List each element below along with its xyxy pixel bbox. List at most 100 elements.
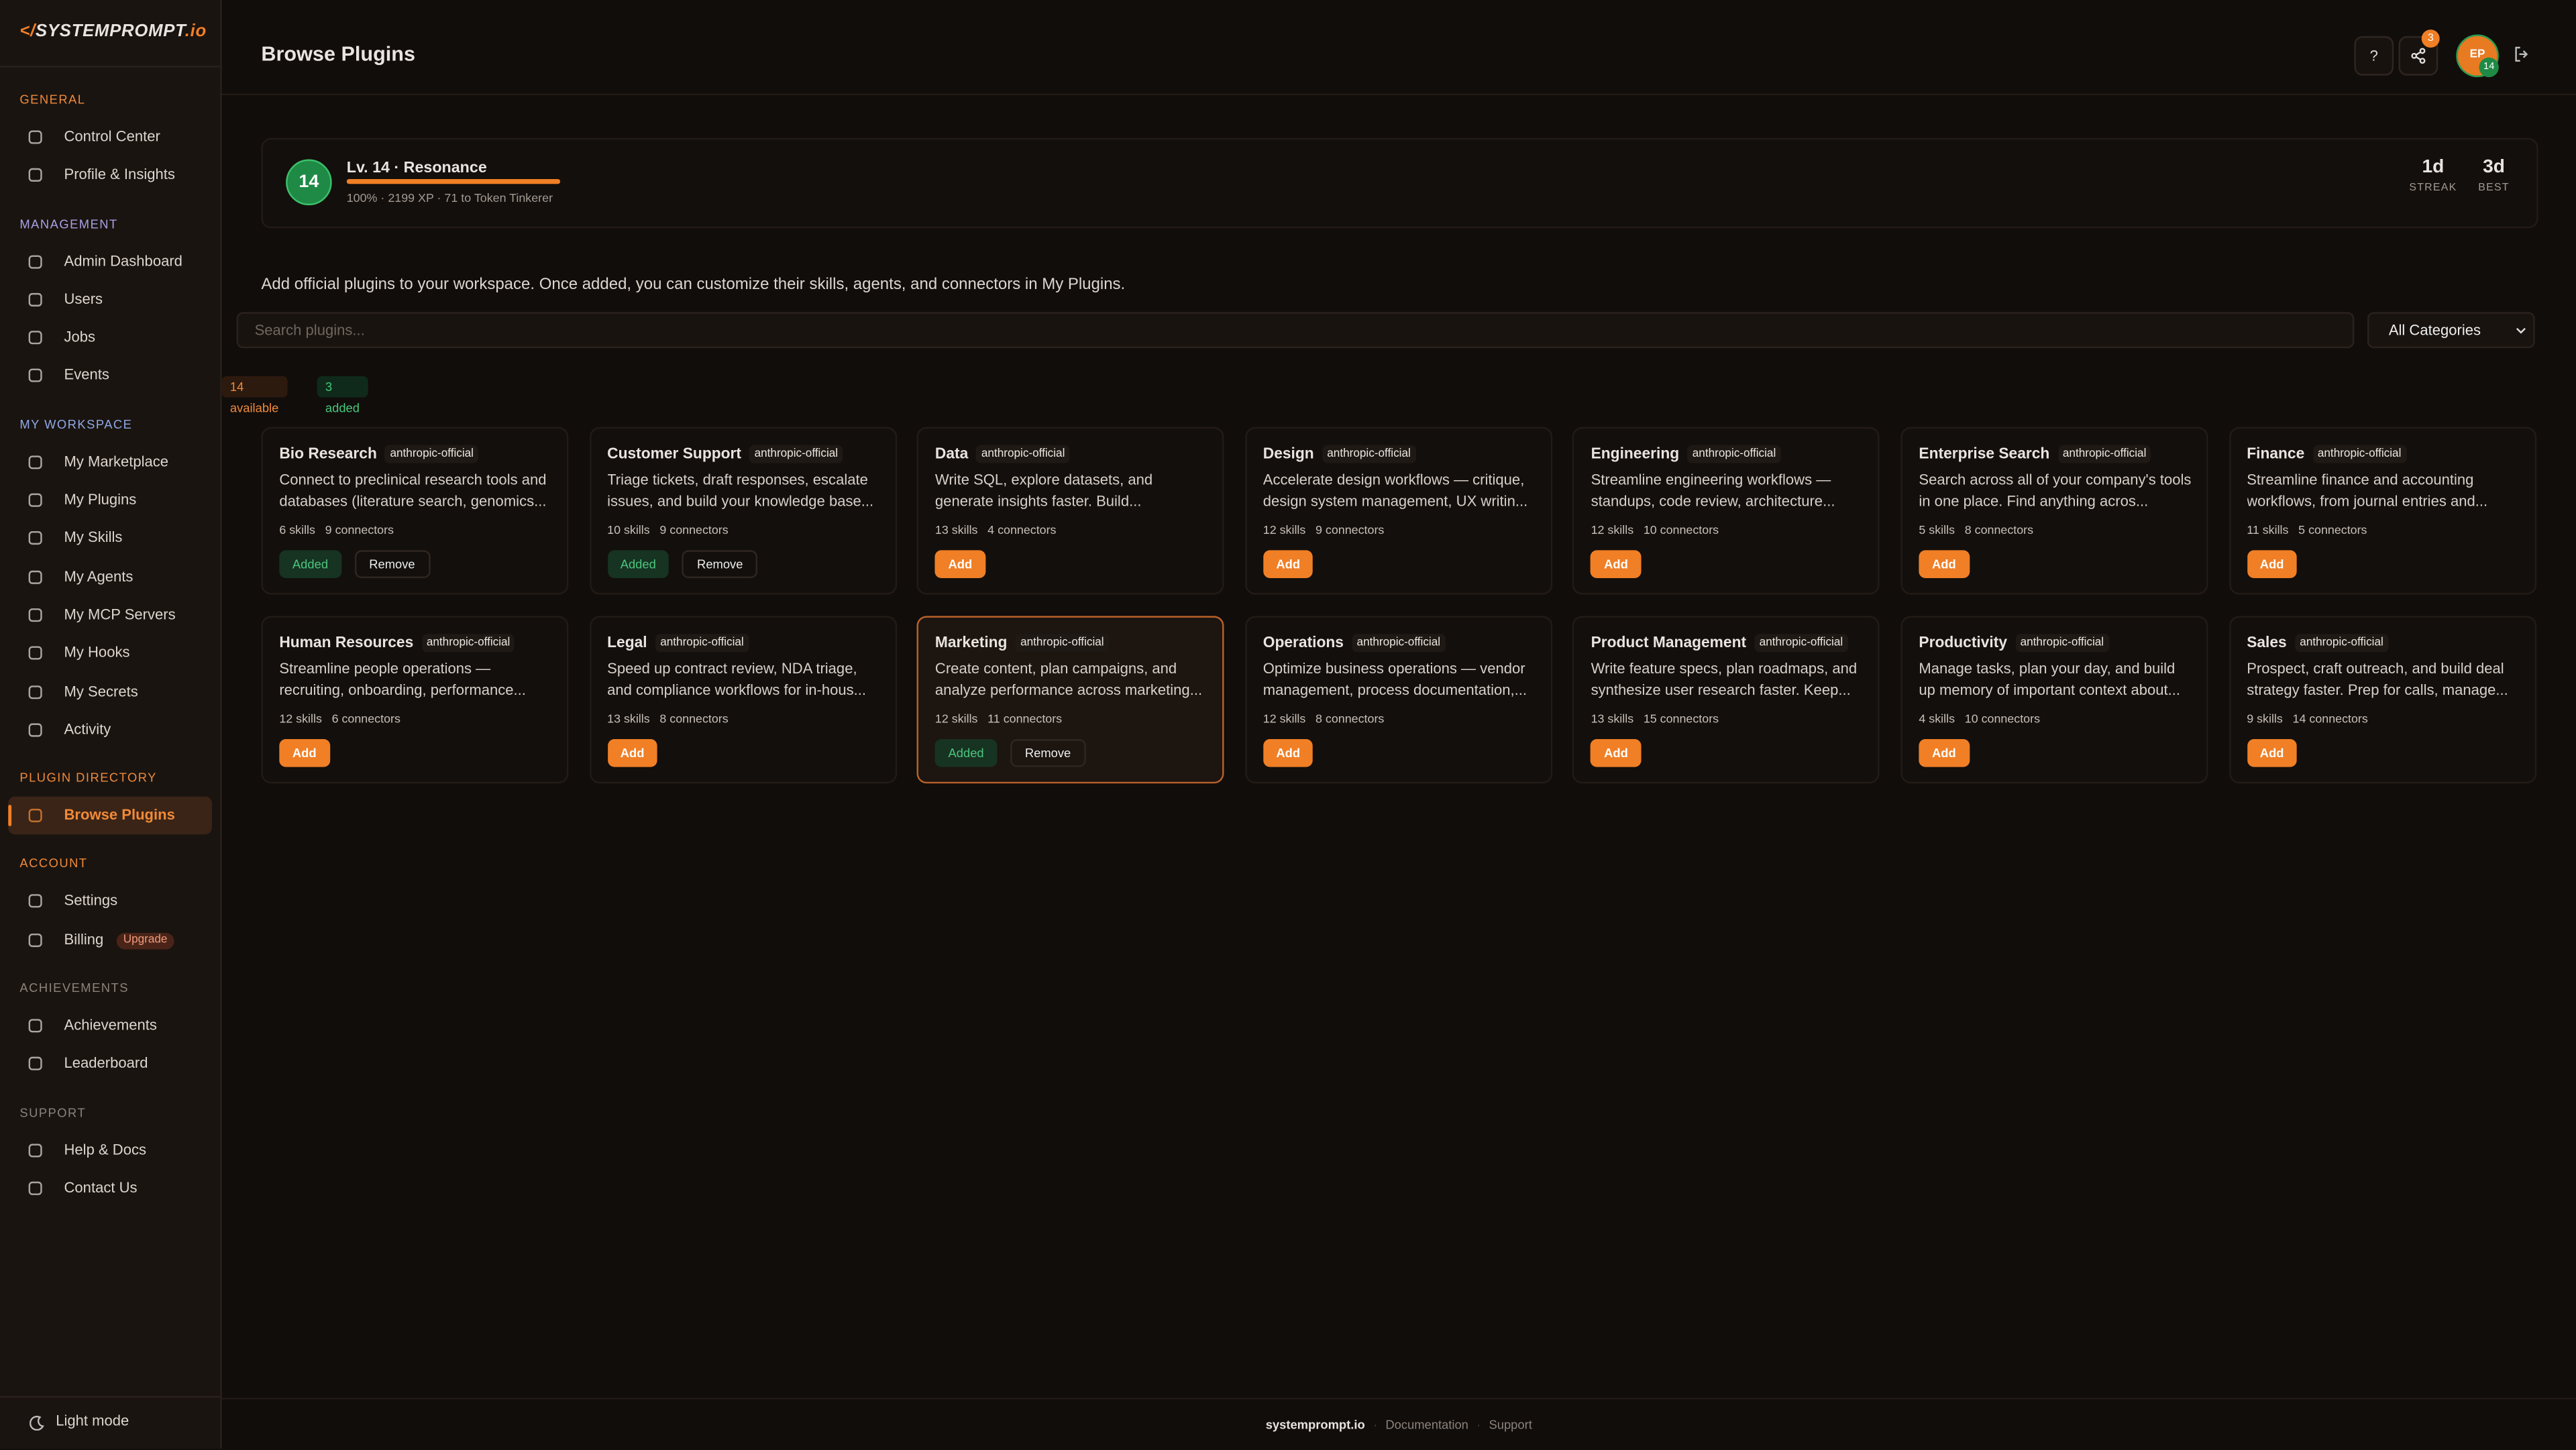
plugin-title: Bio Research anthropic-official xyxy=(279,445,479,463)
added-button[interactable]: Added xyxy=(607,550,669,579)
skills-count: 10 skills xyxy=(607,522,650,537)
logo-suffix: .io xyxy=(184,21,207,42)
remove-button[interactable]: Remove xyxy=(354,550,430,579)
publisher-tag: anthropic-official xyxy=(1352,634,1446,653)
nav-item[interactable]: Control Center xyxy=(8,118,212,156)
add-button[interactable]: Add xyxy=(2247,739,2298,767)
publisher-tag: anthropic-official xyxy=(976,445,1070,463)
add-button[interactable]: Add xyxy=(1591,739,1642,767)
level-badge: 14 xyxy=(286,159,332,206)
plugin-title: Human Resources anthropic-official xyxy=(279,634,515,653)
add-button[interactable]: Add xyxy=(1263,739,1313,767)
plugin-card: Marketing anthropic-official Create conten… xyxy=(916,616,1224,784)
publisher-tag: anthropic-official xyxy=(2294,634,2389,653)
nav-item[interactable]: My Agents xyxy=(8,558,212,596)
nav-label: Help & Docs xyxy=(64,1141,147,1158)
add-button[interactable]: Add xyxy=(1591,550,1642,579)
avatar-level: 14 xyxy=(2479,57,2499,78)
added-button[interactable]: Added xyxy=(934,739,998,767)
nav-item[interactable]: Help & Docs xyxy=(8,1131,212,1169)
connectors-count: 10 connectors xyxy=(1643,522,1719,537)
plugin-name: Human Resources xyxy=(279,634,414,651)
footer: systemprompt.io · Documentation · Support xyxy=(221,1398,2576,1450)
nav-item[interactable]: My Hooks xyxy=(8,634,212,673)
plugin-description: Streamline engineering workflows — stand… xyxy=(1591,471,1835,510)
skills-count: 13 skills xyxy=(607,711,650,726)
logo[interactable]: </SYSTEMPROMPT.io xyxy=(19,21,207,41)
connectors-count: 8 connectors xyxy=(1316,711,1385,726)
plugin-card: Operations anthropic-official Optimize bus… xyxy=(1244,616,1552,784)
nav-item[interactable]: My Marketplace xyxy=(8,443,212,482)
added-button[interactable]: Added xyxy=(279,550,341,579)
remove-button[interactable]: Remove xyxy=(682,550,758,579)
nav-item[interactable]: My Plugins xyxy=(8,482,212,520)
help-button[interactable]: ? xyxy=(2354,36,2394,76)
add-button[interactable]: Add xyxy=(607,739,658,767)
plugin-actions: Added Remove xyxy=(934,739,1086,767)
plugin-meta: 4 skills 10 connectors xyxy=(1919,711,2040,726)
plugin-name: Legal xyxy=(607,634,647,651)
header: Browse Plugins ? 3 EP 14 xyxy=(221,0,2576,96)
nav-label: Contact Us xyxy=(64,1179,138,1196)
skills-count: 12 skills xyxy=(934,711,978,726)
publisher-tag: anthropic-official xyxy=(1322,445,1416,463)
plugin-card: Bio Research anthropic-official Connect to… xyxy=(261,427,569,595)
skills-count: 6 skills xyxy=(279,522,315,537)
nav-item[interactable]: Settings xyxy=(8,883,212,921)
logout-button[interactable] xyxy=(2514,46,2530,62)
footer-brand[interactable]: systemprompt.io xyxy=(1265,1417,1365,1433)
plugin-card: Productivity anthropic-official Manage tas… xyxy=(1900,616,2208,784)
skills-count: 12 skills xyxy=(1591,522,1634,537)
add-button[interactable]: Add xyxy=(279,739,330,767)
nav-item[interactable]: Events xyxy=(8,357,212,396)
nav-icon xyxy=(28,1057,42,1071)
section-title: ACCOUNT xyxy=(19,856,88,872)
publisher-tag: anthropic-official xyxy=(2015,634,2109,653)
add-button[interactable]: Add xyxy=(2247,550,2298,579)
connectors-count: 6 connectors xyxy=(331,711,400,726)
nav-label: Activity xyxy=(64,720,111,738)
add-button[interactable]: Add xyxy=(1919,739,1970,767)
plugin-actions: Add xyxy=(279,739,330,767)
nav-item[interactable]: Profile & Insights xyxy=(8,156,212,194)
separator: · xyxy=(1373,1417,1378,1433)
section-title: MY WORKSPACE xyxy=(19,416,133,432)
nav-item[interactable]: Activity xyxy=(8,711,212,749)
nav-item[interactable]: Users xyxy=(8,281,212,319)
skills-count: 12 skills xyxy=(1263,711,1306,726)
nav-item[interactable]: Billing Upgrade xyxy=(8,921,212,959)
nav-item[interactable]: My Skills xyxy=(8,520,212,558)
nav-item[interactable]: Browse Plugins xyxy=(8,797,212,836)
nav-item[interactable]: Leaderboard xyxy=(8,1045,212,1083)
footer-link[interactable]: Documentation xyxy=(1385,1417,1468,1433)
category-select[interactable]: All Categories xyxy=(2367,312,2535,349)
available-count: 14 available xyxy=(221,376,287,416)
nav-label: Leaderboard xyxy=(64,1055,148,1072)
add-button[interactable]: Add xyxy=(934,550,985,579)
plugin-title: Legal anthropic-official xyxy=(607,634,749,653)
remove-button[interactable]: Remove xyxy=(1010,739,1086,767)
add-button[interactable]: Add xyxy=(1919,550,1970,579)
footer-link[interactable]: Support xyxy=(1489,1417,1532,1433)
plugin-card: Product Management anthropic-official Writ… xyxy=(1572,616,1880,784)
nav-icon xyxy=(28,685,42,699)
nav-label: My Plugins xyxy=(64,491,137,508)
nav-item[interactable]: My MCP Servers xyxy=(8,596,212,634)
nav-label: Browse Plugins xyxy=(64,806,175,824)
theme-toggle[interactable]: Light mode xyxy=(56,1412,129,1429)
section-title: ACHIEVEMENTS xyxy=(19,981,129,996)
nav-item[interactable]: Admin Dashboard xyxy=(8,242,212,280)
plugin-meta: 13 skills 8 connectors xyxy=(607,711,729,726)
nav-item[interactable]: My Secrets xyxy=(8,673,212,711)
plugin-actions: Add xyxy=(2247,550,2298,579)
connectors-count: 4 connectors xyxy=(987,522,1057,537)
plugin-name: Enterprise Search xyxy=(1919,445,2050,462)
nav-item[interactable]: Achievements xyxy=(8,1007,212,1045)
nav-item[interactable]: Contact Us xyxy=(8,1170,212,1208)
nav-icon xyxy=(28,369,42,383)
add-button[interactable]: Add xyxy=(1263,550,1313,579)
section-title: PLUGIN DIRECTORY xyxy=(19,770,157,785)
nav-label: Admin Dashboard xyxy=(64,252,182,269)
search-input[interactable]: Search plugins... xyxy=(236,312,2355,349)
nav-item[interactable]: Jobs xyxy=(8,319,212,357)
